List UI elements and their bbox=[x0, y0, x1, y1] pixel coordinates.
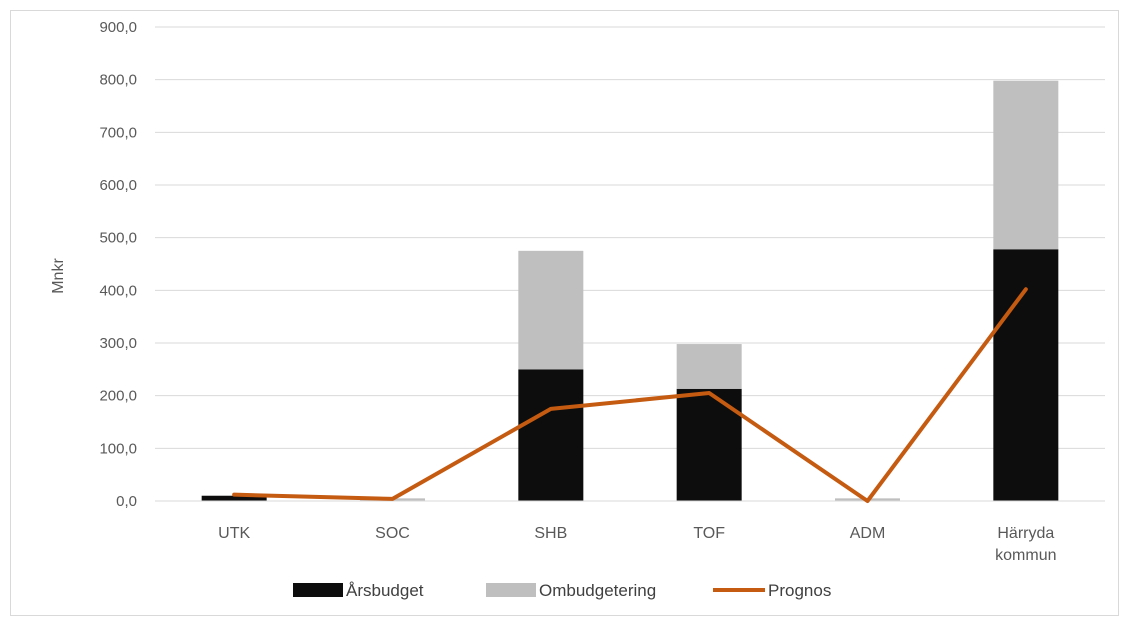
y-tick-label: 400,0 bbox=[99, 282, 137, 299]
bar-rsbudget bbox=[518, 369, 584, 501]
legend-swatch bbox=[293, 583, 343, 597]
x-tick-label: SHB bbox=[534, 525, 567, 542]
y-tick-label: 800,0 bbox=[99, 72, 137, 89]
y-tick-label: 0,0 bbox=[116, 493, 137, 510]
x-axis-ticks: UTK SOC SHB TOF ADM Härryda kommun bbox=[218, 525, 1056, 564]
bar-rsbudget bbox=[993, 249, 1059, 501]
gridlines bbox=[155, 26, 1105, 449]
legend-swatch bbox=[486, 583, 536, 597]
y-tick-label: 700,0 bbox=[99, 124, 137, 141]
y-axis-label: Mnkr bbox=[50, 258, 67, 294]
bars bbox=[201, 80, 1059, 501]
x-tick-label: kommun bbox=[995, 547, 1056, 564]
x-tick-label: SOC bbox=[375, 525, 410, 542]
bar-rsbudget bbox=[676, 388, 742, 501]
y-tick-label: 300,0 bbox=[99, 335, 137, 352]
prognos-line-group bbox=[232, 287, 1028, 503]
y-tick-label: 900,0 bbox=[99, 19, 137, 36]
y-tick-label: 600,0 bbox=[99, 177, 137, 194]
legend-label: Årsbudget bbox=[346, 581, 424, 600]
legend-label: Prognos bbox=[768, 581, 831, 600]
x-tick-label: TOF bbox=[693, 525, 725, 542]
bar-rsbudget bbox=[201, 495, 267, 501]
legend-label: Ombudgetering bbox=[539, 581, 656, 600]
x-tick-label: UTK bbox=[218, 525, 250, 542]
x-tick-label: ADM bbox=[850, 525, 886, 542]
bar-ombudgetering bbox=[676, 344, 742, 389]
prognos-line bbox=[232, 287, 1028, 503]
bar-ombudgetering bbox=[518, 250, 584, 370]
y-tick-label: 200,0 bbox=[99, 388, 137, 405]
y-axis-ticks: 0,0 100,0 200,0 300,0 400,0 500,0 600,0 700,0 80… bbox=[99, 19, 137, 510]
y-tick-label: 500,0 bbox=[99, 230, 137, 247]
x-tick-label: Härryda bbox=[997, 525, 1054, 542]
y-tick-label: 100,0 bbox=[99, 440, 137, 457]
bar-ombudgetering bbox=[993, 80, 1059, 250]
legend: Årsbudget Ombudgetering Prognos bbox=[293, 581, 831, 600]
